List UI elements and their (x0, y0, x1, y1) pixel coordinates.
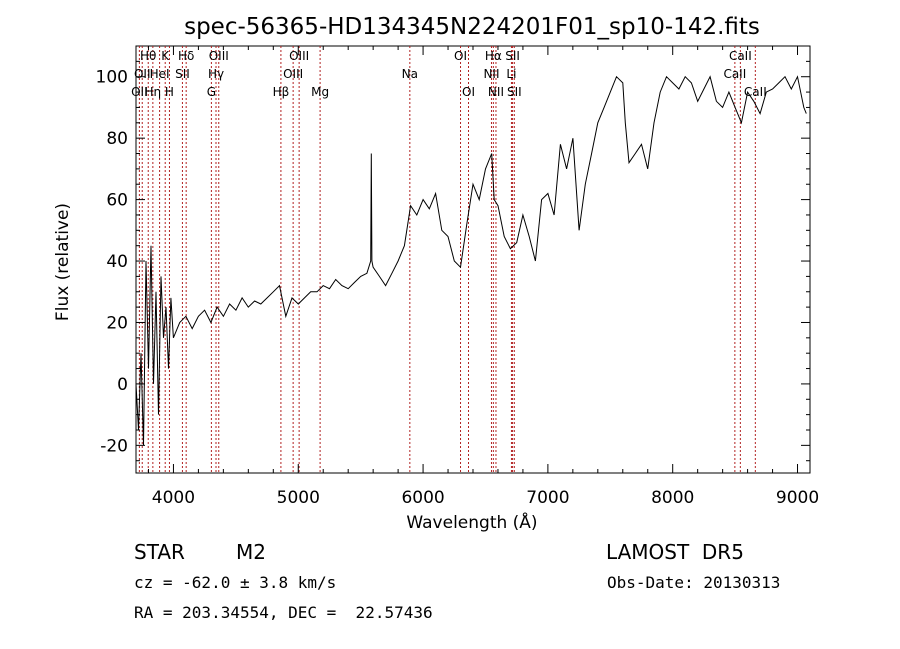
x-axis-label: Wavelength (Å) (406, 511, 537, 533)
observation-date: Obs-Date: 20130313 (607, 573, 781, 592)
spectral-line-label: Hβ (273, 85, 290, 99)
spectral-line-label: OIII (283, 67, 303, 81)
y-tick-label: -20 (100, 436, 128, 456)
y-tick-label: 80 (106, 129, 128, 149)
y-tick-label: 0 (117, 375, 128, 395)
y-tick-label: 100 (96, 68, 128, 88)
spectral-line-markers (138, 46, 756, 473)
spectral-line-label: OI (454, 49, 467, 63)
y-tick-label: 60 (106, 191, 128, 211)
spectral-line-label: OI (462, 85, 475, 99)
spectral-line-label: HeI (150, 67, 170, 81)
spectral-line-label: OIII (289, 49, 309, 63)
y-axis-ticks: -20 0 20 40 60 80 100 (96, 60, 810, 462)
spectral-line-label: OII (134, 67, 151, 81)
spectral-line-label: SII (507, 85, 522, 99)
spectral-line-label: K (161, 49, 170, 63)
spectral-line-label: Mg (311, 85, 329, 99)
spectral-line-label: H (165, 85, 174, 99)
plot-frame (135, 45, 811, 474)
spectral-line-label: CaII (729, 49, 752, 63)
y-tick-label: 40 (106, 252, 128, 272)
x-tick-label: 4000 (152, 488, 195, 508)
spectral-line-label: CaII (723, 67, 746, 81)
x-tick-label: 8000 (651, 488, 694, 508)
spectral-line-label: Hγ (208, 67, 224, 81)
coordinates: RA = 203.34554, DEC = 22.57436 (134, 603, 433, 622)
spectral-line-label: Hα (485, 49, 502, 63)
spectrum-line (135, 75, 807, 446)
x-tick-label: 6000 (401, 488, 444, 508)
object-class: STAR (134, 540, 185, 564)
spectral-line-label: SII (505, 49, 520, 63)
spectral-line-labels: OIIOIIHθHηHeIKHSIIHδGHγOIIIHβOIIIOIIIMgN… (131, 49, 767, 99)
spectral-line-label: Hδ (178, 49, 194, 63)
spectral-line-label: NII (483, 67, 499, 81)
spectral-line-label: NII (488, 85, 504, 99)
x-axis-ticks: 4000 5000 6000 7000 8000 9000 (147, 46, 819, 508)
x-tick-label: 5000 (277, 488, 320, 508)
spectral-line-label: Hθ (140, 49, 156, 63)
y-axis-label: Flux (relative) (53, 203, 73, 321)
spectral-line-label: Li (506, 67, 516, 81)
x-tick-label: 7000 (526, 488, 569, 508)
spectral-line-label: Hη (145, 85, 162, 99)
y-tick-label: 20 (106, 313, 128, 333)
spectral-line-label: SII (175, 67, 190, 81)
spectral-line-label: Na (402, 67, 418, 81)
object-subclass: M2 (236, 540, 266, 564)
spectral-line-label: G (207, 85, 216, 99)
spectral-line-label: OIII (209, 49, 229, 63)
x-tick-label: 9000 (776, 488, 819, 508)
redshift-value: cz = -62.0 ± 3.8 km/s (134, 573, 337, 592)
chart-title: spec-56365-HD134345N224201F01_sp10-142.f… (184, 14, 760, 40)
survey-name: LAMOST DR5 (606, 540, 744, 564)
